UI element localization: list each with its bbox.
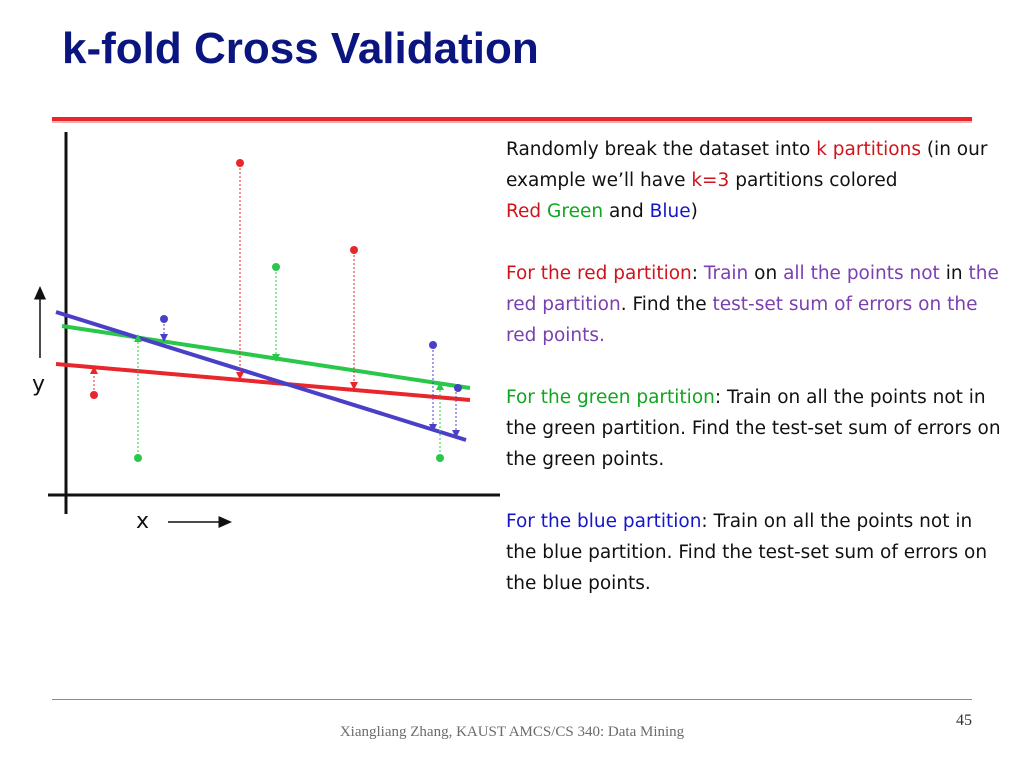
- blue-point-2: [429, 341, 437, 349]
- text-green: Green: [547, 201, 604, 222]
- red-point-3: [350, 246, 358, 254]
- slide-title: k-fold Cross Validation: [62, 24, 539, 73]
- text-segment: . Find the: [620, 294, 713, 315]
- blue-fit-line: [55, 310, 467, 442]
- text-segment: on: [748, 263, 784, 284]
- text-k-partitions: k partitions: [816, 139, 921, 160]
- text-segment: partitions colored: [729, 170, 898, 191]
- text-all-points-not: all the points not: [783, 263, 940, 284]
- y-axis-label: y: [32, 372, 45, 397]
- text-segment: (in our example we’ll have: [506, 139, 988, 191]
- regression-figure: y x: [30, 128, 502, 538]
- explanation-text: Randomly break the dataset into k partit…: [506, 134, 1006, 630]
- text-segment: : Train on all the points not in the blu…: [506, 511, 988, 594]
- text-test-set-sum: test-set sum of errors on the red points…: [506, 294, 978, 346]
- text-k-equals-3: k=3: [691, 170, 730, 191]
- paragraph-blue-partition: For the blue partition: Train on all the…: [506, 506, 1006, 599]
- text-green-partition-heading: For the green partition: [506, 387, 715, 408]
- paragraph-green-partition: For the green partition: Train on all th…: [506, 382, 1006, 475]
- text-segment: : Train on all the points not in the gre…: [506, 387, 1001, 470]
- x-axis-label: x: [136, 509, 149, 534]
- paragraph-red-partition: For the red partition: Train on all the …: [506, 258, 1006, 351]
- text-the-red-partition: the red partition: [506, 263, 999, 315]
- green-point-2: [272, 263, 280, 271]
- red-fit-line: [55, 362, 471, 402]
- footer-divider: [52, 699, 972, 700]
- red-point-2: [236, 159, 244, 167]
- footer-text: Xiangliang Zhang, KAUST AMCS/CS 340: Dat…: [339, 724, 685, 740]
- text-red: Red: [506, 201, 542, 222]
- text-train: Train: [703, 263, 749, 284]
- green-point-1: [134, 454, 142, 462]
- red-point-1: [90, 391, 98, 399]
- blue-point-1: [160, 315, 168, 323]
- title-underline: [52, 117, 972, 121]
- paragraph-intro: Randomly break the dataset into k partit…: [506, 134, 1006, 227]
- text-blue-partition-heading: For the blue partition: [506, 511, 702, 532]
- regression-plot: y x: [32, 132, 500, 534]
- title-underline-shadow: [52, 121, 972, 123]
- text-segment: ): [690, 201, 698, 222]
- green-point-3: [436, 454, 444, 462]
- text-segment: in: [939, 263, 969, 284]
- blue-point-3: [454, 384, 462, 392]
- text-segment: and: [603, 201, 650, 222]
- text-blue: Blue: [649, 201, 691, 222]
- page-number: 45: [956, 712, 972, 729]
- text-segment: Randomly break the dataset into: [506, 139, 817, 160]
- text-segment: :: [691, 263, 704, 284]
- text-red-partition-heading: For the red partition: [506, 263, 692, 284]
